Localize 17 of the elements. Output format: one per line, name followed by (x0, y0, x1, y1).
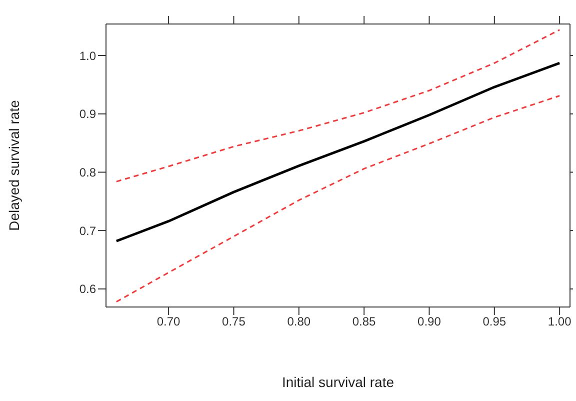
line-series (116, 29, 560, 182)
line-series (115, 62, 561, 242)
y-tick-label: 0.7 (79, 224, 96, 238)
y-tick-label: 0.9 (79, 107, 96, 122)
y-tick-label: 0.6 (79, 282, 96, 296)
x-tick-label: 1.00 (548, 314, 572, 329)
line-series (116, 95, 560, 302)
x-axis-title: Initial survival rate (282, 374, 394, 390)
x-tick-label: 0.80 (287, 314, 311, 329)
x-tick-label: 0.70 (156, 314, 181, 329)
x-tick-label: 0.90 (418, 314, 442, 329)
x-tick-label: 0.95 (482, 314, 506, 329)
y-tick-label: 1.0 (79, 48, 96, 63)
y-axis-title: Delayed survival rate (6, 100, 22, 231)
x-tick-label: 0.85 (352, 314, 376, 329)
x-tick-label: 0.75 (222, 314, 246, 329)
y-tick-label: 0.8 (79, 165, 96, 180)
